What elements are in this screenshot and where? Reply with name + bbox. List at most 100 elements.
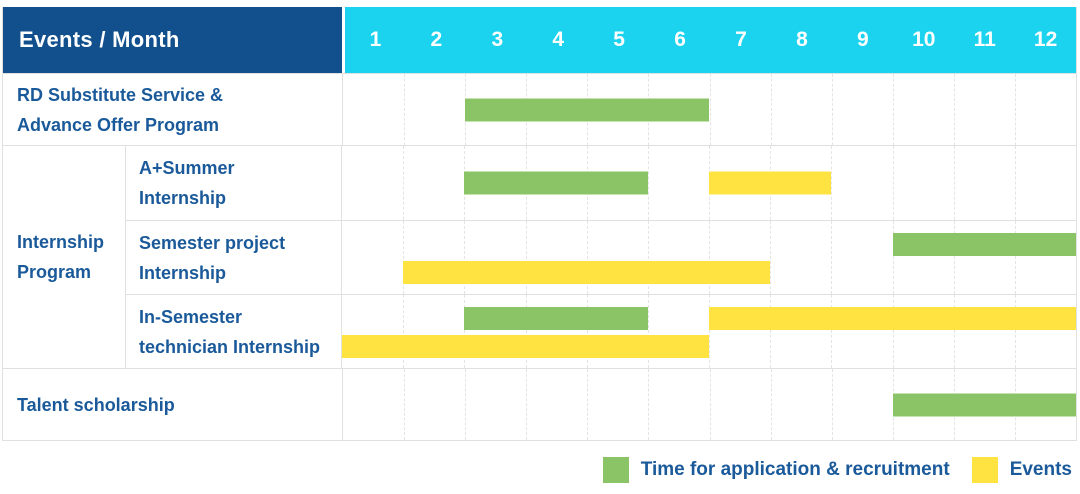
- row-label-line: Internship: [139, 188, 227, 208]
- month-gridline: [647, 221, 649, 294]
- month-gridline: [586, 221, 588, 294]
- table-header-row: Events / Month 1 2 3 4 5 6 7 8 9 10 11 1…: [3, 7, 1076, 73]
- month-gridline: [953, 295, 955, 368]
- month-gridline: [770, 369, 772, 440]
- month-label-4: 4: [552, 28, 565, 51]
- timeline-cell: [341, 221, 1076, 294]
- month-gridline: [770, 221, 772, 294]
- group-label-internship-program: Internship Program: [3, 146, 125, 368]
- application-recruitment-bar: [464, 307, 648, 330]
- row-in-semester-technician-internship: In-Semester technician Internship: [125, 294, 1076, 368]
- month-label-2: 2: [430, 28, 443, 51]
- application-recruitment-bar: [465, 98, 710, 121]
- month-gridline: [404, 74, 406, 145]
- month-gridline: [464, 295, 466, 368]
- timeline-cell: [342, 369, 1076, 440]
- group-label-line: Program: [17, 262, 92, 282]
- events-month-table: Events / Month 1 2 3 4 5 6 7 8 9 10 11 1…: [2, 7, 1077, 441]
- application-recruitment-bar: [464, 171, 648, 195]
- row-label-semester-project: Semester project Internship: [125, 221, 341, 294]
- month-gridline: [587, 369, 589, 440]
- month-gridline: [465, 369, 467, 440]
- month-gridline: [831, 295, 833, 368]
- month-gridline: [1014, 74, 1016, 145]
- month-gridline: [770, 74, 772, 145]
- month-gridline: [831, 221, 833, 294]
- events-bar: [709, 171, 832, 195]
- month-label-10: 10: [912, 28, 936, 51]
- month-gridline: [647, 295, 649, 368]
- month-gridline: [464, 221, 466, 294]
- month-label-3: 3: [491, 28, 504, 51]
- month-gridline: [892, 295, 894, 368]
- month-header-strip: 1 2 3 4 5 6 7 8 9 10 11 12: [342, 7, 1076, 73]
- month-gridline: [892, 74, 894, 145]
- month-gridline: [403, 146, 405, 220]
- row-label-line: In-Semester: [139, 306, 243, 327]
- month-gridline: [404, 369, 406, 440]
- month-label-5: 5: [613, 28, 625, 51]
- row-label-line: RD Substitute Service &: [17, 84, 224, 105]
- row-a-plus-summer-internship: A+Summer Internship: [125, 146, 1076, 220]
- row-label-a-plus-summer: A+Summer Internship: [125, 146, 341, 220]
- application-recruitment-bar: [892, 393, 1076, 416]
- month-label-1: 1: [369, 28, 382, 51]
- legend-green-swatch: [602, 457, 629, 483]
- month-gridline: [953, 74, 955, 145]
- row-label-line: A+Summer: [139, 158, 235, 178]
- month-label-9: 9: [856, 28, 869, 51]
- month-gridline: [526, 369, 528, 440]
- month-gridline: [709, 74, 711, 145]
- month-gridline: [709, 221, 710, 294]
- row-rd-substitute-service: RD Substitute Service & Advance Offer Pr…: [3, 73, 1076, 145]
- group-label-line: Internship: [17, 232, 105, 252]
- row-label-in-semester-technician: In-Semester technician Internship: [125, 295, 341, 368]
- row-label-rd-substitute: RD Substitute Service & Advance Offer Pr…: [3, 74, 342, 145]
- legend-yellow-label: Events: [1009, 459, 1072, 480]
- row-semester-project-internship: Semester project Internship: [125, 220, 1076, 294]
- month-gridline: [1014, 295, 1016, 368]
- month-gridline: [647, 146, 649, 220]
- month-label-6: 6: [674, 28, 686, 51]
- month-gridline: [953, 146, 955, 220]
- legend: Time for application & recruitment Event…: [602, 457, 1074, 483]
- timeline-cell: [341, 295, 1076, 368]
- internship-program-group: Internship Program A+Summer Internship S…: [3, 145, 1076, 368]
- row-label-line: Semester project: [139, 232, 286, 253]
- events-bar: [403, 261, 771, 284]
- timeline-cell: [341, 146, 1076, 220]
- month-gridline: [892, 146, 894, 220]
- month-gridline: [403, 221, 405, 294]
- month-label-7: 7: [735, 28, 747, 51]
- month-label-11: 11: [973, 28, 996, 51]
- month-label-8: 8: [796, 28, 808, 51]
- timeline-cell: [342, 74, 1076, 145]
- month-gridline: [831, 74, 833, 145]
- row-label-talent-scholarship: Talent scholarship: [3, 369, 342, 440]
- month-gridline: [953, 221, 955, 294]
- month-gridline: [770, 295, 772, 368]
- month-gridline: [892, 221, 894, 294]
- month-gridline: [525, 221, 527, 294]
- month-gridline: [831, 369, 833, 440]
- row-label-line: Talent scholarship: [17, 394, 175, 415]
- row-label-line: technician Internship: [139, 336, 321, 357]
- legend-yellow-swatch: [971, 457, 998, 483]
- events-bar: [709, 307, 1076, 330]
- events-month-header-cell: Events / Month: [3, 7, 342, 73]
- row-label-line: Internship: [139, 262, 227, 283]
- legend-green-label: Time for application & recruitment: [640, 459, 950, 480]
- month-gridline: [1014, 221, 1016, 294]
- internship-sub-rows: A+Summer Internship Semester project Int…: [125, 146, 1076, 368]
- month-gridline: [586, 295, 588, 368]
- month-gridline: [831, 146, 833, 220]
- month-gridline: [648, 369, 650, 440]
- application-recruitment-bar: [892, 233, 1076, 256]
- month-label-12: 12: [1033, 28, 1058, 51]
- month-gridline: [709, 369, 711, 440]
- row-talent-scholarship: Talent scholarship: [3, 368, 1076, 440]
- month-gridline: [525, 295, 527, 368]
- row-label-line: Advance Offer Program: [17, 114, 220, 135]
- events-bar: [342, 335, 709, 358]
